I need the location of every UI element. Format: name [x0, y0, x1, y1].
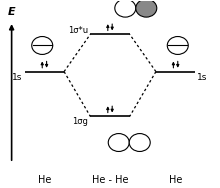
Text: 1σg: 1σg — [72, 118, 88, 127]
Circle shape — [129, 133, 150, 152]
Circle shape — [167, 36, 188, 55]
Text: He: He — [38, 175, 51, 185]
Circle shape — [32, 36, 53, 55]
Text: 1s: 1s — [12, 73, 23, 82]
Text: He - He: He - He — [92, 175, 128, 185]
Circle shape — [115, 0, 136, 17]
Text: E: E — [8, 8, 15, 17]
Text: 1s: 1s — [197, 73, 208, 82]
Text: 1σ*u: 1σ*u — [68, 26, 88, 35]
Circle shape — [136, 0, 157, 17]
Text: He: He — [169, 175, 182, 185]
Circle shape — [108, 133, 129, 152]
